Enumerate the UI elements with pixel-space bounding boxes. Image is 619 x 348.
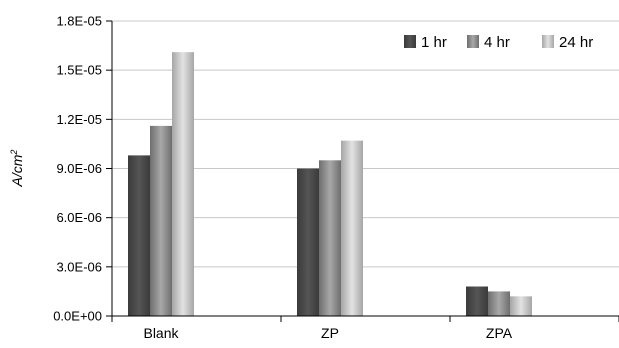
x-category-label: Blank xyxy=(143,325,179,341)
bars xyxy=(128,52,532,317)
bar-blank-series-1 xyxy=(128,155,150,316)
y-tick-label: 6.0E-06 xyxy=(56,210,102,225)
legend-swatch xyxy=(404,35,416,48)
bar-blank-series-2 xyxy=(150,125,172,316)
x-axis-ticks: Blank ZP ZPA xyxy=(111,316,619,341)
y-tick-label: 1.2E-05 xyxy=(56,112,102,127)
bar-zp-series-3 xyxy=(341,140,363,316)
legend-label: 1 hr xyxy=(421,34,447,51)
y-axis-title-superscript: 2 xyxy=(9,150,19,156)
bar-zpa-series-1 xyxy=(466,286,488,316)
x-category-label: ZPA xyxy=(486,325,513,341)
y-tick-label: 3.0E-06 xyxy=(56,259,102,274)
bar-zp-series-2 xyxy=(319,160,341,316)
legend-label: 4 hr xyxy=(484,34,510,51)
legend: 1 hr 4 hr 24 hr xyxy=(404,34,593,51)
y-tick-label: 0.0E+00 xyxy=(53,309,102,324)
bar-zp-series-1 xyxy=(297,168,319,316)
y-tick-label: 1.5E-05 xyxy=(56,63,102,78)
legend-label: 24 hr xyxy=(559,34,593,51)
bar-blank-series-3 xyxy=(172,52,194,317)
y-axis-ticks: 0.0E+00 3.0E-06 6.0E-06 9.0E-06 1.2E-05 1.5E-… xyxy=(53,14,112,324)
y-axis-title: A/cm2 xyxy=(9,150,25,188)
y-tick-label: 9.0E-06 xyxy=(56,161,102,176)
bar-zpa-series-3 xyxy=(510,296,532,316)
legend-swatch xyxy=(542,35,554,48)
y-axis-title-main: A/cm xyxy=(9,154,25,187)
gridlines xyxy=(112,20,619,268)
y-tick-label: 1.8E-05 xyxy=(56,14,102,29)
bar-zpa-series-2 xyxy=(488,291,510,316)
legend-swatch xyxy=(467,35,479,48)
x-category-label: ZP xyxy=(321,325,339,341)
